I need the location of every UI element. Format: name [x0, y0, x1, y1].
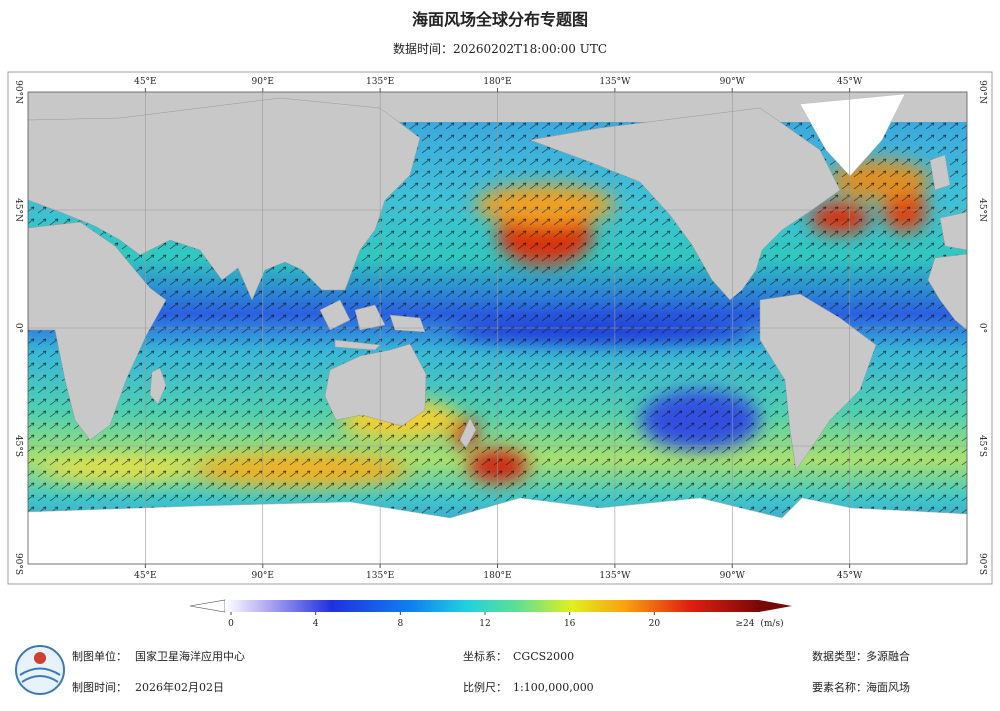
lon-label: 90°W — [720, 77, 746, 87]
graticule — [28, 92, 967, 564]
lon-label: 90°E — [251, 77, 274, 87]
southeast-asia — [319, 299, 426, 351]
lon-label: 180°E — [483, 77, 511, 87]
greenland — [799, 93, 906, 177]
colorbar-tick-label: 0 — [228, 619, 234, 629]
footer-value: CGCS2000 — [513, 650, 574, 663]
lon-label: 135°E — [366, 571, 394, 581]
footer-label: 坐标系： — [463, 649, 507, 663]
lat-label: 90°S — [13, 553, 23, 575]
lat-label: 90°N — [977, 80, 987, 104]
lon-label: 180°E — [483, 571, 511, 581]
colorbar-gradient — [225, 600, 759, 612]
lat-label: 45°N — [977, 198, 987, 222]
lon-label: 45°E — [134, 571, 157, 581]
colorbar-under — [189, 599, 226, 613]
footer: 制图单位： 国家卫星海洋应用中心 坐标系： CGCS2000 数据类型： 多源融合制图时间… — [72, 649, 910, 694]
south-america — [759, 293, 877, 471]
colorbar-tick-label: 4 — [313, 619, 319, 629]
west-africa — [927, 253, 967, 331]
colorbar-tick-label: 16 — [564, 619, 576, 629]
footer-label: 制图单位： — [72, 649, 127, 663]
footer-value: 2026年02月02日 — [135, 680, 224, 694]
colorbar-max-label: ≥24 — [736, 619, 755, 629]
new-zealand — [459, 417, 477, 449]
lat-label: 0° — [977, 323, 987, 333]
madagascar — [149, 367, 167, 405]
footer-label: 数据类型： — [812, 649, 867, 663]
title: 海面风场全球分布专题图 — [412, 10, 588, 29]
map-axes: 45°E 45°E 90°E 90°E 135°E 135°E 180°E 180°E 135°… — [13, 77, 987, 581]
lon-label: 45°W — [837, 77, 863, 87]
lon-label: 90°W — [720, 571, 746, 581]
lon-label: 90°E — [251, 571, 274, 581]
lat-label: 45°S — [13, 435, 23, 457]
lat-label: 90°N — [13, 80, 23, 104]
lat-label: 45°N — [13, 198, 23, 222]
lat-label: 0° — [13, 323, 23, 333]
lat-label: 45°S — [977, 435, 987, 457]
lon-label: 135°W — [599, 77, 631, 87]
footer-label: 要素名称： — [812, 680, 867, 694]
lon-label: 135°E — [366, 77, 394, 87]
footer-value: 国家卫星海洋应用中心 — [135, 649, 245, 663]
colorbar-tick-label: 20 — [649, 619, 661, 629]
africa — [28, 221, 167, 441]
north-america — [529, 107, 841, 301]
eurasia — [28, 97, 421, 301]
colorbar-unit: (m/s) — [760, 618, 783, 629]
footer-value: 多源融合 — [866, 649, 910, 663]
colorbar-tick-label: 8 — [397, 619, 403, 629]
colorbar-over — [759, 600, 792, 612]
lon-label: 45°E — [134, 77, 157, 87]
colorbar: 0 4 8 12 16 20 ≥24 (m/s) — [189, 599, 792, 629]
footer-value: 1:100,000,000 — [513, 681, 594, 694]
subtitle: 数据时间：20260202T18:00:00 UTC — [393, 41, 607, 56]
footer-label: 比例尺： — [463, 680, 507, 694]
lon-label: 135°W — [599, 571, 631, 581]
lat-label: 90°S — [977, 553, 987, 575]
map — [28, 92, 967, 564]
europe — [929, 154, 967, 251]
lon-label: 45°W — [837, 571, 863, 581]
colorbar-tick-label: 12 — [479, 619, 490, 629]
logo — [15, 645, 65, 695]
footer-value: 海面风场 — [866, 680, 910, 694]
map-outer-frame — [7, 71, 993, 585]
footer-label: 制图时间： — [72, 681, 127, 694]
